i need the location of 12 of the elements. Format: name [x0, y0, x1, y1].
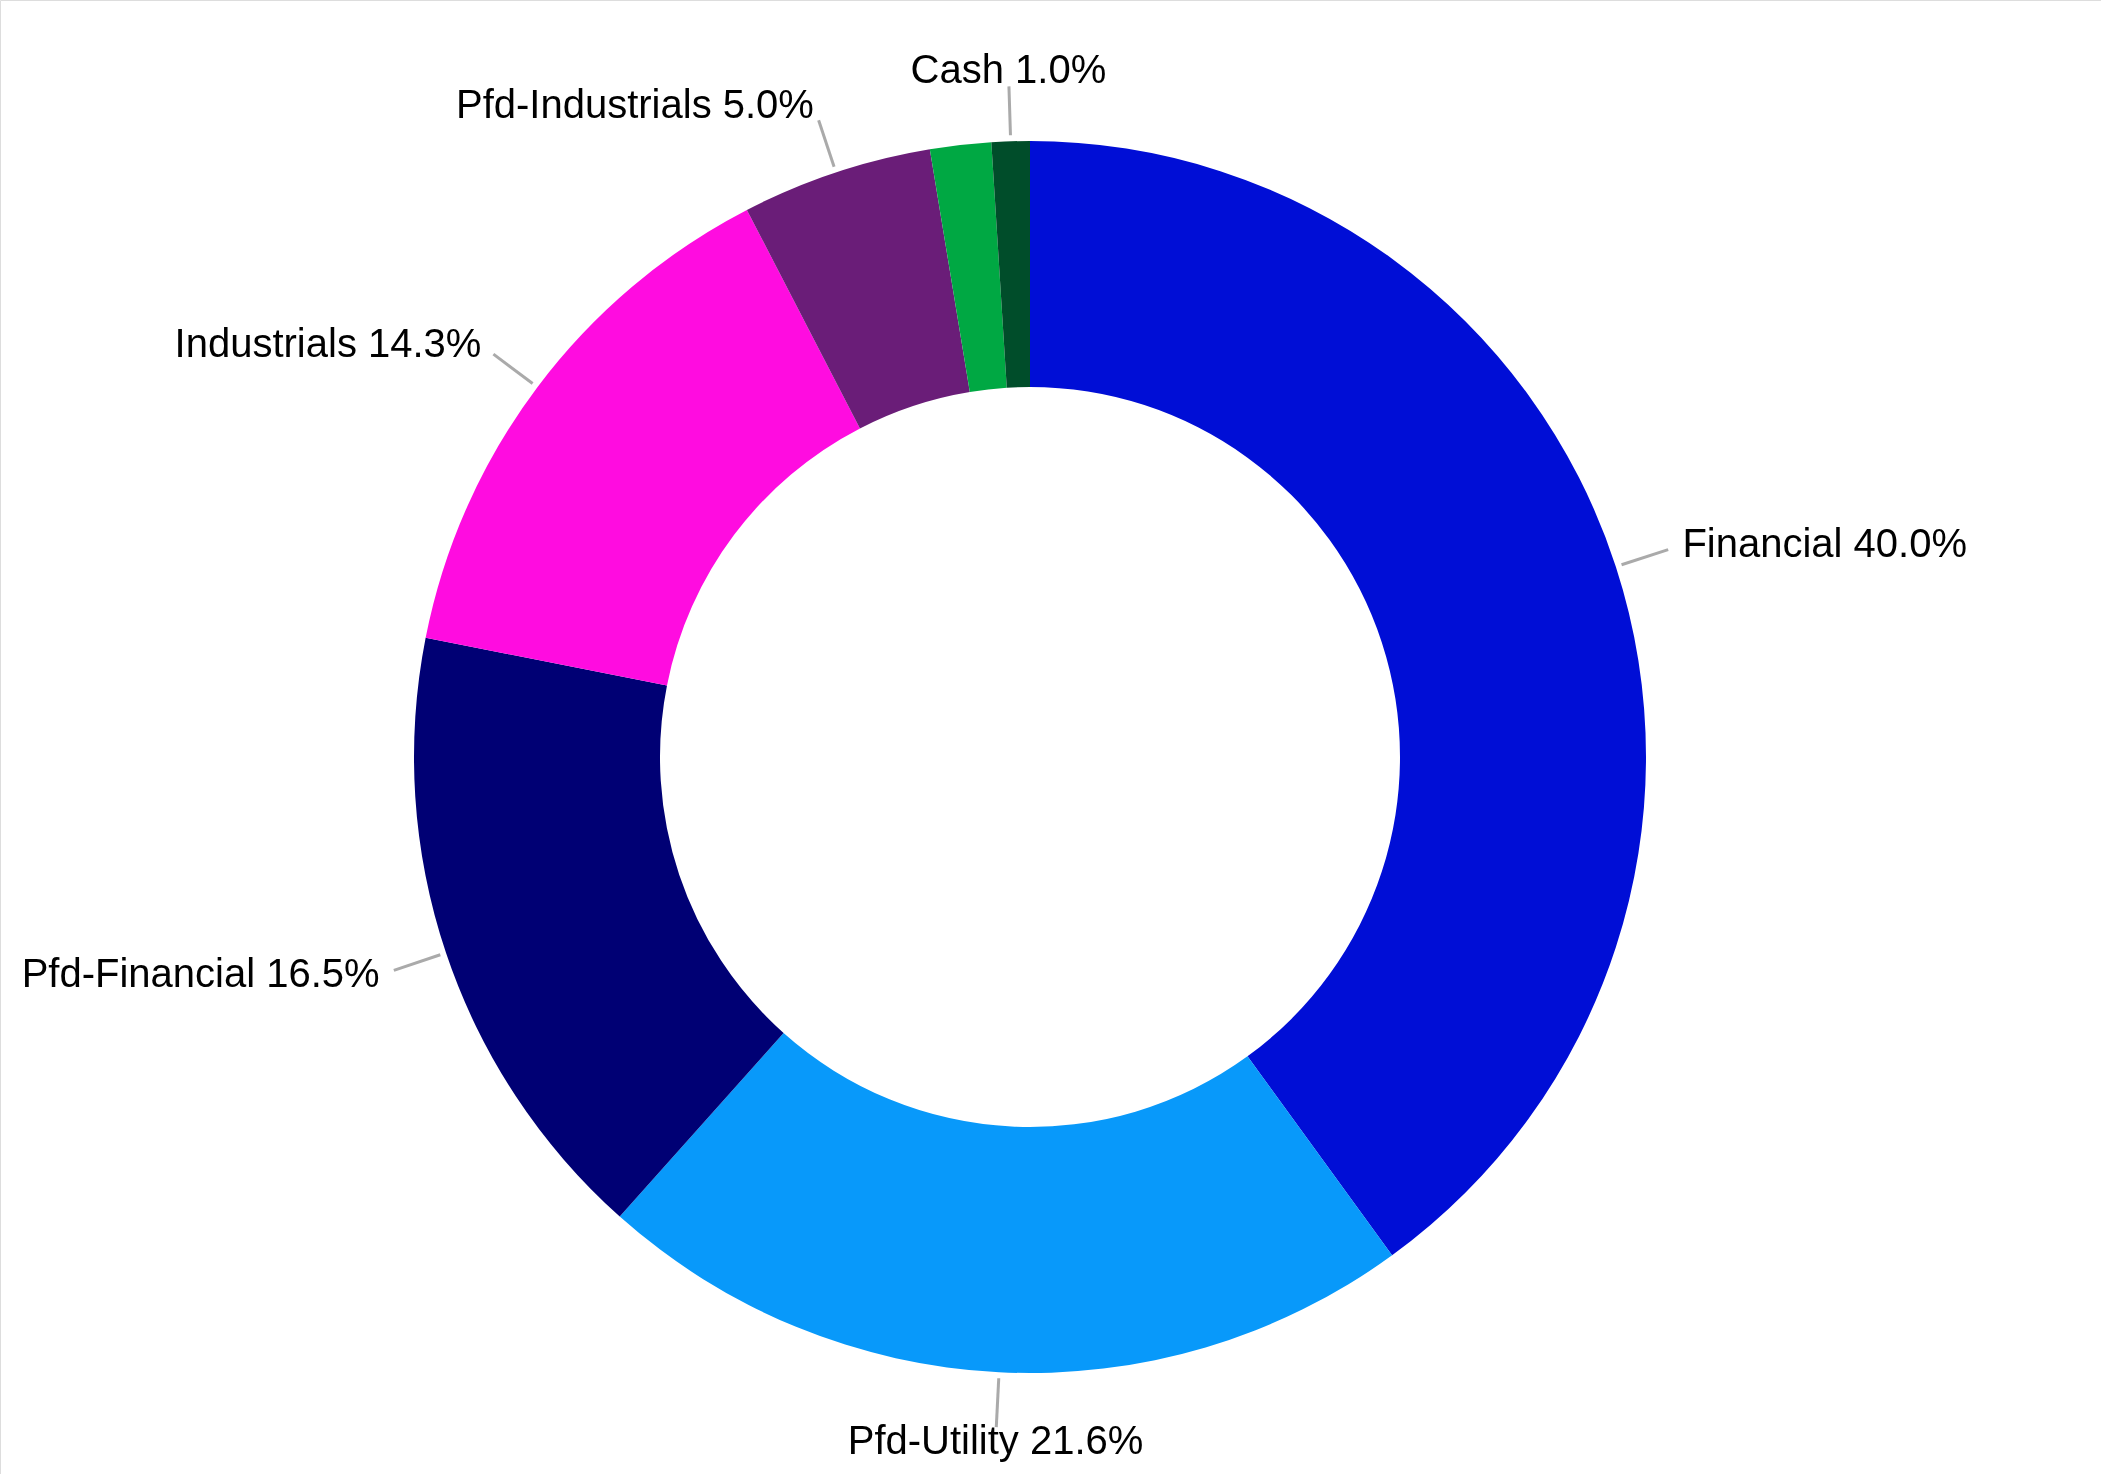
slice-label: Pfd-Utility 21.6%	[847, 1418, 1144, 1463]
donut-slice	[415, 637, 784, 1217]
slice-label: Industrials 14.3%	[174, 321, 482, 366]
slice-label: Pfd-Financial 16.5%	[21, 951, 380, 996]
donut-slice	[746, 149, 970, 429]
donut-slice	[929, 142, 1007, 392]
slice-label: Pfd-Industrials 5.0%	[455, 81, 814, 126]
donut-slice	[991, 141, 1030, 388]
donut-slice	[1030, 141, 1645, 1256]
donut-slice	[619, 1033, 1393, 1373]
slice-label: Financial 40.0%	[1682, 521, 1968, 566]
slice-label: Cash 1.0%	[910, 47, 1107, 92]
